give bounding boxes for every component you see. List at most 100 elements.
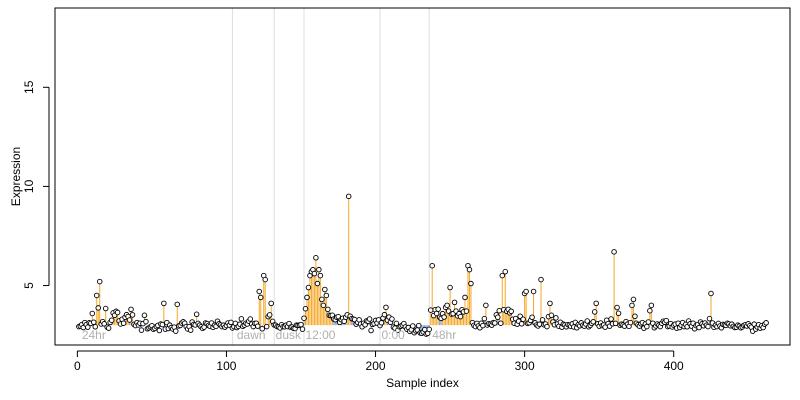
data-point [101, 321, 107, 327]
data-point [614, 304, 620, 311]
data-point [627, 319, 634, 326]
data-point [301, 315, 307, 321]
plot-frame [54, 7, 791, 346]
data-point [608, 316, 614, 322]
data-point [536, 321, 543, 327]
data-point [496, 307, 503, 314]
data-point [647, 307, 653, 314]
data-point [263, 323, 270, 330]
data-point [468, 280, 474, 287]
data-point [644, 323, 650, 330]
data-point [114, 309, 121, 316]
data-point [648, 302, 655, 309]
data-point [383, 304, 389, 311]
data-point [548, 312, 555, 319]
x-tick-label: 300 [515, 359, 535, 373]
data-point [299, 326, 306, 332]
data-point [228, 319, 234, 326]
data-point [705, 323, 711, 330]
data-point [435, 306, 441, 312]
data-point [313, 255, 319, 261]
data-point [483, 302, 489, 309]
data-point [366, 316, 373, 322]
data-point [663, 317, 670, 324]
data-point [129, 312, 136, 318]
data-point [645, 319, 652, 325]
data-point [615, 310, 622, 317]
data-point [444, 302, 450, 309]
data-point [93, 292, 100, 299]
data-point [416, 322, 422, 329]
data-point [393, 320, 400, 327]
y-tick-label: 10 [22, 179, 36, 193]
data-point [174, 301, 181, 308]
data-point [187, 327, 194, 333]
data-point [499, 272, 506, 279]
data-point [368, 327, 374, 334]
data-point [298, 321, 304, 328]
data-point [138, 327, 145, 333]
data-point [304, 294, 310, 301]
data-point [591, 309, 598, 315]
data-point [466, 266, 473, 273]
data-point [544, 323, 550, 330]
y-tick-label: 5 [22, 282, 36, 289]
phase-lines [231, 8, 430, 345]
data-point [457, 313, 464, 320]
x-tick-label: 0 [74, 359, 81, 373]
data-point [553, 315, 559, 321]
phase-label: 48hr [432, 328, 456, 342]
data-point [161, 300, 167, 307]
data-point [259, 325, 265, 332]
x-axis-title: Sample index [386, 376, 459, 390]
data-point [389, 316, 395, 322]
data-point [611, 249, 617, 255]
data-point [539, 317, 546, 323]
data-point [314, 280, 321, 287]
data-point [193, 311, 200, 318]
data-point [529, 314, 535, 320]
data-point [538, 276, 544, 283]
data-point [247, 316, 254, 322]
data-point [89, 310, 96, 317]
data-point [141, 312, 148, 319]
data-point [126, 317, 133, 323]
data-point [108, 317, 115, 323]
x-tick-label: 200 [366, 359, 386, 373]
data-point [262, 276, 268, 283]
data-point [92, 324, 99, 330]
data-point [763, 320, 769, 326]
data-point [495, 314, 501, 320]
data-point [480, 322, 486, 329]
x-tick-label: 400 [664, 359, 684, 373]
data-point [547, 300, 553, 307]
stems [82, 196, 767, 335]
data-point [523, 288, 529, 295]
data-point [629, 302, 635, 309]
data-point [451, 299, 458, 306]
data-point [96, 278, 103, 285]
y-axis-title: Expression [9, 147, 23, 206]
data-point [238, 316, 245, 322]
data-point [159, 321, 166, 328]
data-point [143, 318, 149, 325]
data-point [381, 311, 388, 318]
data-point [590, 319, 596, 325]
data-point [441, 314, 447, 320]
data-point [102, 305, 109, 312]
data-point [266, 312, 273, 318]
data-point [319, 296, 325, 303]
y-axis: 5 10 15 [22, 80, 50, 289]
data-point [268, 300, 274, 307]
data-point [518, 321, 525, 327]
data-point [426, 326, 432, 333]
data-point [612, 320, 619, 327]
data-point [520, 316, 526, 322]
data-point [323, 292, 330, 299]
phase-label: 0:00 [382, 328, 406, 342]
data-point [95, 305, 101, 311]
data-point [345, 193, 352, 200]
data-point [708, 290, 714, 297]
data-point [630, 296, 637, 303]
